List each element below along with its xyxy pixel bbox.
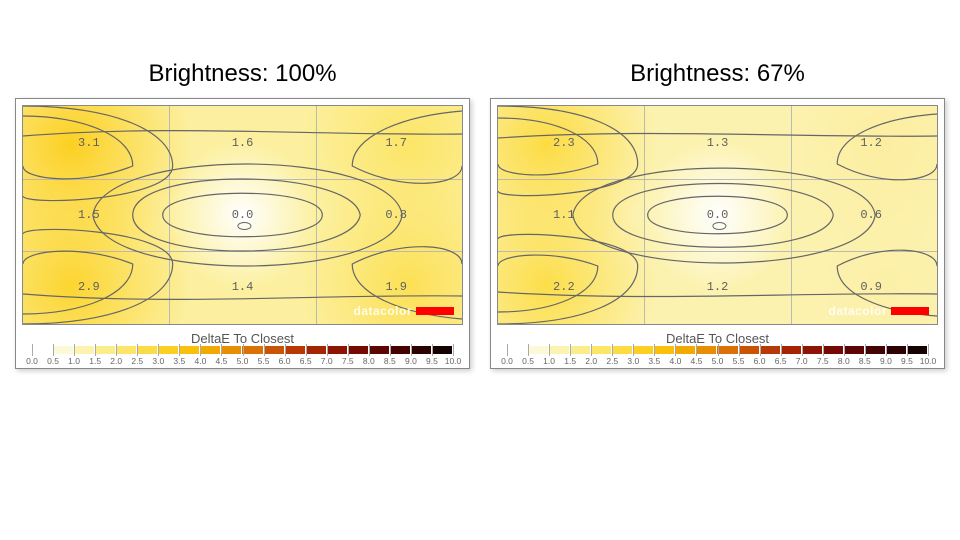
legend-tick-label: 2.0 xyxy=(110,356,122,366)
grid-value-label: 0.0 xyxy=(232,208,254,222)
panel-title: Brightness: 100% xyxy=(15,60,470,88)
center-marker xyxy=(237,222,251,230)
legend-tick-label: 3.0 xyxy=(152,356,164,366)
legend-tick-label: 3.5 xyxy=(173,356,185,366)
legend-tick-label: 6.0 xyxy=(279,356,291,366)
legend-tick-label: 5.5 xyxy=(733,356,745,366)
watermark-bar xyxy=(416,307,454,315)
panel-card: 2.31.31.21.10.00.62.21.20.9datacolorDelt… xyxy=(490,98,945,369)
color-legend: 0.0 0.5 1.0 1.5 2.0 2.5 3.0 3.5 4.0 4.5 5.0 5.5 6.0 6… xyxy=(22,346,463,364)
legend-tick-label: 10.0 xyxy=(920,356,937,366)
datacolor-watermark: datacolor xyxy=(353,304,454,318)
grid-value-label: 1.6 xyxy=(232,136,254,150)
color-legend: 0.0 0.5 1.0 1.5 2.0 2.5 3.0 3.5 4.0 4.5 5.0 5.5 6.0 6… xyxy=(497,346,938,364)
watermark-text: datacolor xyxy=(828,304,887,318)
grid-value-label: 1.3 xyxy=(707,136,729,150)
grid-value-label: 1.4 xyxy=(232,280,254,294)
legend-tick-label: 9.5 xyxy=(426,356,438,366)
grid-value-label: 3.1 xyxy=(78,136,100,150)
center-marker xyxy=(712,222,726,230)
legend-tick-label: 6.0 xyxy=(754,356,766,366)
legend-tick-label: 1.0 xyxy=(68,356,80,366)
legend-tick-label: 1.0 xyxy=(543,356,555,366)
legend-tick-label: 5.5 xyxy=(258,356,270,366)
gridline-horizontal xyxy=(23,179,462,180)
legend-tick-label: 3.5 xyxy=(648,356,660,366)
legend-tick-label: 2.0 xyxy=(585,356,597,366)
uniformity-panel: Brightness: 100% 3.1 1.6 1.7 1.5 0.0 0.8 2.9 1.4… xyxy=(15,60,470,369)
legend-tick-label: 0.0 xyxy=(26,356,38,366)
legend-tick-label: 0.5 xyxy=(47,356,59,366)
legend-tick-label: 7.5 xyxy=(342,356,354,366)
grid-value-label: 2.3 xyxy=(553,136,575,150)
legend-tick-label: 4.0 xyxy=(669,356,681,366)
legend-tick-label: 2.5 xyxy=(131,356,143,366)
grid-value-label: 0.9 xyxy=(860,280,882,294)
grid-value-label: 2.9 xyxy=(78,280,100,294)
contour-map: 2.3 1.3 1.2 1.1 0.0 0.6 2.2 1.2 0.9 datacolor xyxy=(497,105,938,325)
legend-tick-label: 8.0 xyxy=(363,356,375,366)
grid-value-label: 1.5 xyxy=(78,208,100,222)
legend-tick-label: 7.0 xyxy=(796,356,808,366)
legend-tick-label: 4.0 xyxy=(194,356,206,366)
gridline-vertical xyxy=(791,106,792,324)
legend-tick-label: 4.5 xyxy=(691,356,703,366)
legend-tick-label: 10.0 xyxy=(445,356,462,366)
grid-value-label: 0.8 xyxy=(385,208,407,222)
grid-value-label: 1.1 xyxy=(553,208,575,222)
gridline-horizontal xyxy=(498,251,937,252)
grid-value-label: 0.0 xyxy=(707,208,729,222)
uniformity-panel: Brightness: 67% 2.3 1.3 1.2 1.1 0.0 0.6 2.2 1.2 0… xyxy=(490,60,945,369)
legend-tick-label: 4.5 xyxy=(216,356,228,366)
legend-tick-label: 5.0 xyxy=(237,356,249,366)
gridline-vertical xyxy=(644,106,645,324)
grid-value-label: 0.6 xyxy=(860,208,882,222)
legend-tick-label: 8.0 xyxy=(838,356,850,366)
legend-tick-label: 7.5 xyxy=(817,356,829,366)
grid-value-label: 1.9 xyxy=(385,280,407,294)
legend-tick-label: 9.5 xyxy=(901,356,913,366)
legend-tick-label: 5.0 xyxy=(712,356,724,366)
gridline-vertical xyxy=(316,106,317,324)
gridline-horizontal xyxy=(23,251,462,252)
legend-tick-label: 8.5 xyxy=(384,356,396,366)
panel-card: 3.11.61.71.50.00.82.91.41.9datacolorDelt… xyxy=(15,98,470,369)
grid-value-label: 1.2 xyxy=(860,136,882,150)
gridline-horizontal xyxy=(498,179,937,180)
legend-tick-label: 7.0 xyxy=(321,356,333,366)
grid-value-label: 1.2 xyxy=(707,280,729,294)
watermark-text: datacolor xyxy=(353,304,412,318)
legend-tick-label: 6.5 xyxy=(775,356,787,366)
datacolor-watermark: datacolor xyxy=(828,304,929,318)
legend-tick-label: 8.5 xyxy=(859,356,871,366)
legend-tick-label: 0.0 xyxy=(501,356,513,366)
legend-tick-label: 6.5 xyxy=(300,356,312,366)
legend-tick-label: 1.5 xyxy=(564,356,576,366)
gridline-vertical xyxy=(169,106,170,324)
legend-tick-label: 1.5 xyxy=(89,356,101,366)
legend-tick-label: 3.0 xyxy=(627,356,639,366)
legend-tick-label: 2.5 xyxy=(606,356,618,366)
legend-tick-label: 9.0 xyxy=(880,356,892,366)
grid-value-label: 1.7 xyxy=(385,136,407,150)
contour-map: 3.1 1.6 1.7 1.5 0.0 0.8 2.9 1.4 1.9 datacolor xyxy=(22,105,463,325)
legend-tick-label: 9.0 xyxy=(405,356,417,366)
grid-value-label: 2.2 xyxy=(553,280,575,294)
legend-tick-label: 0.5 xyxy=(522,356,534,366)
panel-title: Brightness: 67% xyxy=(490,60,945,88)
watermark-bar xyxy=(891,307,929,315)
